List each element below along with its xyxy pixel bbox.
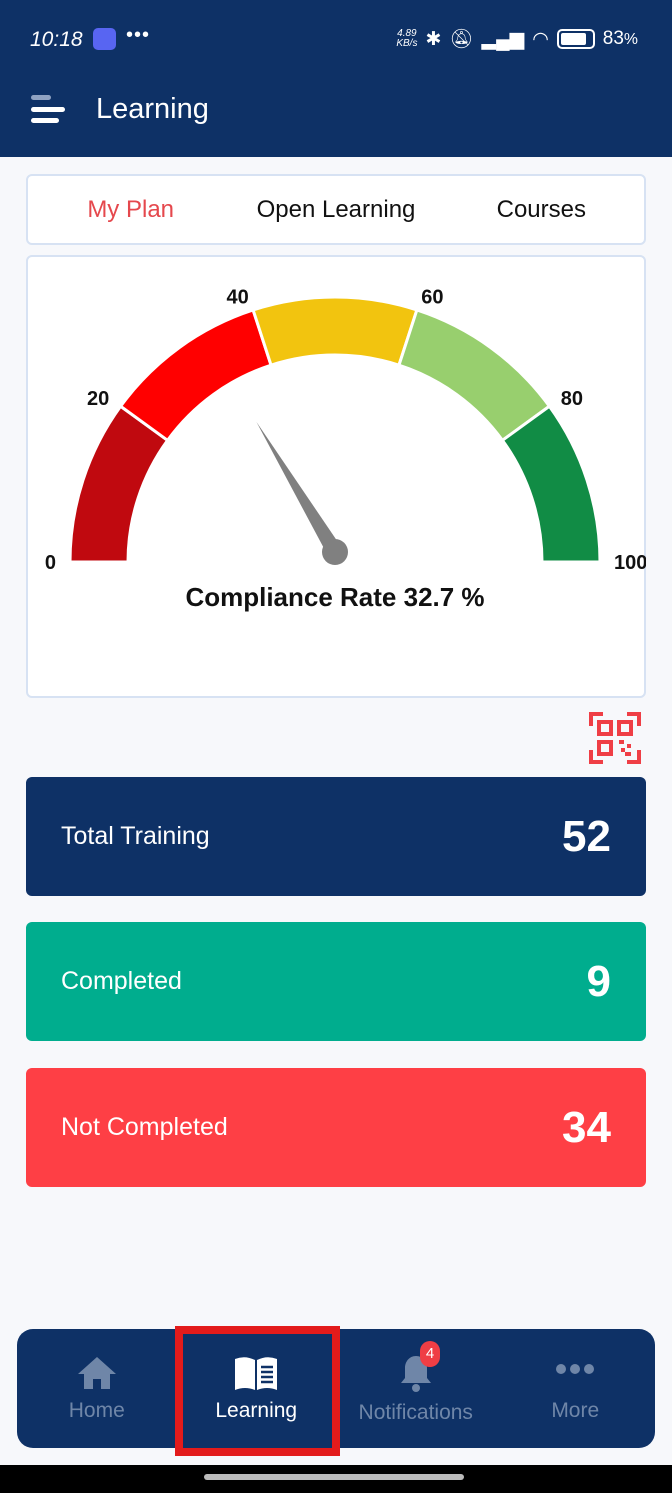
compliance-gauge: 0 20 40 60 80 100 Compliance Rate 32.7 % <box>45 287 646 612</box>
stat-value: 34 <box>562 1102 611 1152</box>
app-header: 10:18 ••• 4.89 KB/s ✱ 🔕︎ ▂▄▆ ◠ 83% Learni… <box>0 0 672 157</box>
speed-unit: KB/s <box>396 38 418 49</box>
menu-icon[interactable] <box>31 95 67 125</box>
speed-value: 4.89 <box>397 28 417 39</box>
gauge-band <box>500 404 602 564</box>
more-icon <box>556 1363 595 1374</box>
tab-my-plan[interactable]: My Plan <box>87 195 175 223</box>
tick-label: 40 <box>227 287 249 309</box>
completed-card[interactable]: Completed 9 <box>26 922 646 1041</box>
nav-label: Notifications <box>358 1400 473 1424</box>
system-nav-bar <box>0 1465 672 1493</box>
tick-label: 0 <box>45 552 56 574</box>
stat-label: Total Training <box>61 822 210 850</box>
nav-notifications[interactable]: Notifications <box>336 1329 496 1448</box>
total-training-card[interactable]: Total Training 52 <box>26 777 646 896</box>
notification-badge: 4 <box>420 1341 440 1367</box>
bell-muted-icon: 🔕︎ <box>449 29 474 50</box>
page-title: Learning <box>96 93 209 125</box>
home-icon <box>77 1356 116 1389</box>
status-time: 10:18 <box>30 28 83 51</box>
tick-label: 100 <box>614 552 646 574</box>
compliance-gauge-card: 0 20 40 60 80 100 Compliance Rate 32.7 % <box>26 255 646 698</box>
book-icon <box>235 1356 278 1390</box>
gauge-band <box>118 308 273 443</box>
tick-label: 80 <box>561 388 583 410</box>
tick-label: 60 <box>421 287 443 309</box>
battery-unit: % <box>623 31 638 48</box>
network-speed: 4.89 KB/s <box>396 29 417 49</box>
stat-label: Not Completed <box>61 1113 228 1141</box>
tab-bar: My Plan Open Learning Courses <box>26 174 646 245</box>
wifi-icon: ◠ <box>532 28 549 50</box>
home-gesture-bar[interactable] <box>204 1474 464 1480</box>
gauge-band <box>397 308 552 443</box>
discord-icon <box>93 28 116 50</box>
compliance-rate-label: Compliance Rate 32.7 % <box>185 582 484 612</box>
nav-learning[interactable]: Learning <box>177 1329 337 1448</box>
tab-open-learning[interactable]: Open Learning <box>256 195 416 223</box>
stat-value: 9 <box>586 956 611 1006</box>
stat-label: Completed <box>61 967 182 995</box>
nav-more[interactable]: More <box>496 1329 656 1448</box>
nav-label: Learning <box>215 1398 298 1422</box>
battery-value: 83 <box>602 28 624 49</box>
selection-highlight <box>175 1326 340 1456</box>
gauge-needle <box>256 421 342 557</box>
qr-code-icon[interactable] <box>589 712 641 764</box>
nav-label: Home <box>68 1398 125 1422</box>
tick-label: 20 <box>87 388 109 410</box>
stat-value: 52 <box>562 811 611 861</box>
status-icons: 4.89 KB/s ✱ 🔕︎ ▂▄▆ ◠ 83% <box>396 27 638 51</box>
not-completed-card[interactable]: Not Completed 34 <box>26 1068 646 1187</box>
nav-home[interactable]: Home <box>17 1329 177 1448</box>
tab-courses[interactable]: Courses <box>496 195 586 223</box>
nav-label: More <box>551 1398 600 1422</box>
more-notifications-icon: ••• <box>126 24 151 46</box>
battery-icon <box>556 29 595 49</box>
gauge-needle-hub <box>322 539 348 565</box>
signal-icon: ▂▄▆ <box>481 28 525 50</box>
battery-level: 83% <box>603 28 638 50</box>
bluetooth-icon: ✱ <box>425 28 442 50</box>
gauge-band <box>251 295 419 368</box>
